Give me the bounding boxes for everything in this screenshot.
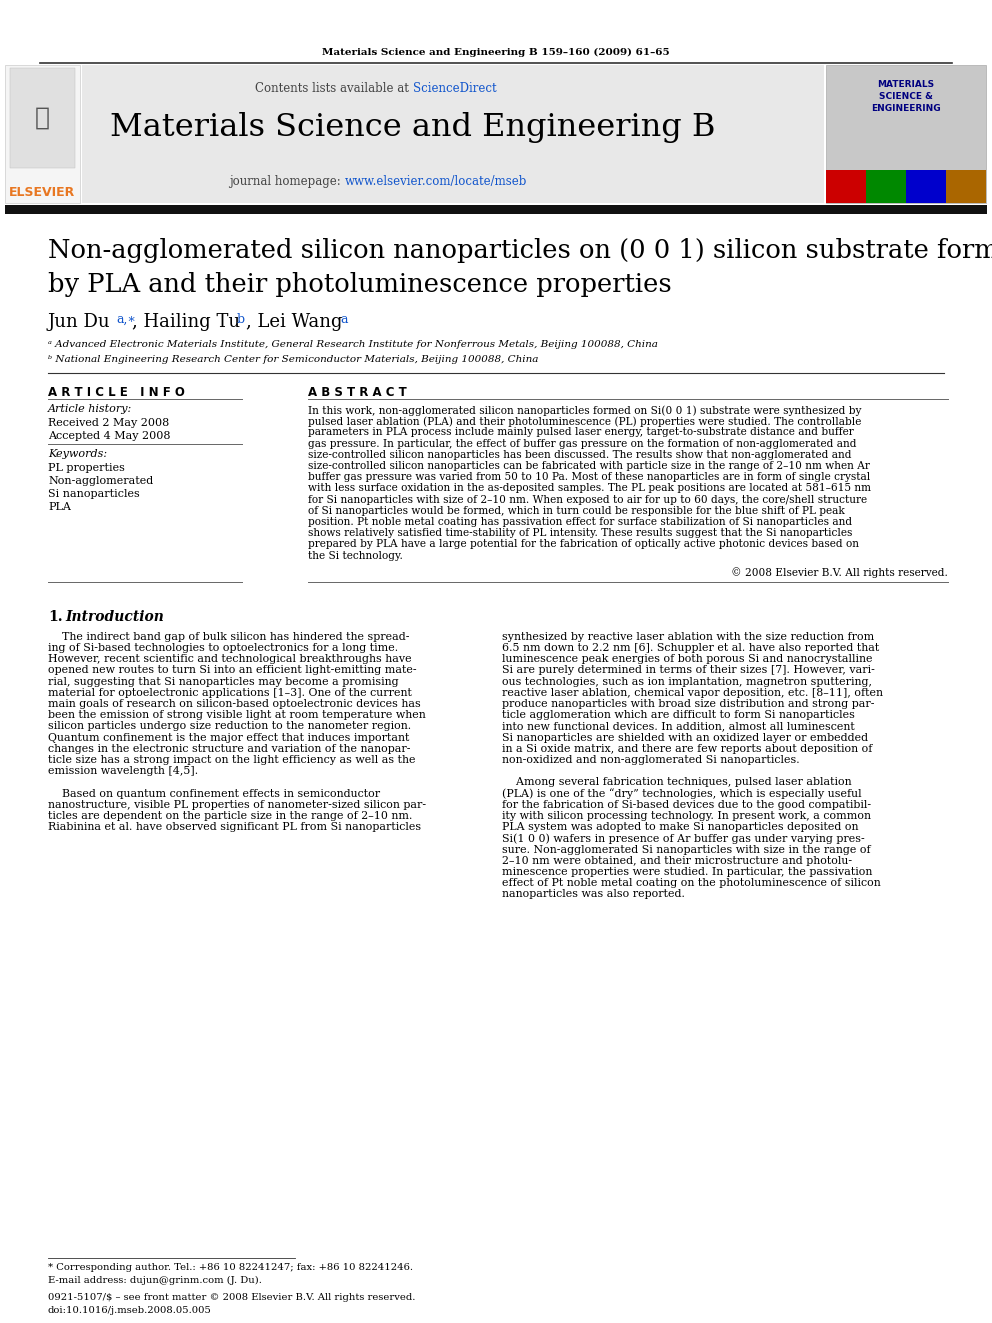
Text: silicon particles undergo size reduction to the nanometer region.: silicon particles undergo size reduction… xyxy=(48,721,411,732)
Text: ticle agglomeration which are difficult to form Si nanoparticles: ticle agglomeration which are difficult … xyxy=(502,710,855,720)
Text: ᵃ Advanced Electronic Materials Institute, General Research Institute for Nonfer: ᵃ Advanced Electronic Materials Institut… xyxy=(48,340,658,349)
Text: Materials Science and Engineering B 159–160 (2009) 61–65: Materials Science and Engineering B 159–… xyxy=(322,48,670,57)
Text: minescence properties were studied. In particular, the passivation: minescence properties were studied. In p… xyxy=(502,867,872,877)
Text: journal homepage:: journal homepage: xyxy=(229,175,345,188)
Text: b: b xyxy=(237,314,245,325)
Bar xyxy=(906,169,946,202)
Text: size-controlled silicon nanoparticles can be fabricated with particle size in th: size-controlled silicon nanoparticles ca… xyxy=(308,460,870,471)
Text: E-mail address: dujun@grinm.com (J. Du).: E-mail address: dujun@grinm.com (J. Du). xyxy=(48,1275,262,1285)
Text: ᵇ National Engineering Research Center for Semiconductor Materials, Beijing 1000: ᵇ National Engineering Research Center f… xyxy=(48,355,539,364)
Text: ticles are dependent on the particle size in the range of 2–10 nm.: ticles are dependent on the particle siz… xyxy=(48,811,413,822)
Text: 2–10 nm were obtained, and their microstructure and photolu-: 2–10 nm were obtained, and their microst… xyxy=(502,856,852,865)
Text: ity with silicon processing technology. In present work, a common: ity with silicon processing technology. … xyxy=(502,811,871,822)
Text: in a Si oxide matrix, and there are few reports about deposition of: in a Si oxide matrix, and there are few … xyxy=(502,744,872,754)
Text: © 2008 Elsevier B.V. All rights reserved.: © 2008 Elsevier B.V. All rights reserved… xyxy=(731,566,948,578)
Bar xyxy=(826,169,866,202)
Text: a,∗: a,∗ xyxy=(116,314,136,325)
Text: synthesized by reactive laser ablation with the size reduction from: synthesized by reactive laser ablation w… xyxy=(502,632,874,642)
Text: parameters in PLA process include mainly pulsed laser energy, target-to-substrat: parameters in PLA process include mainly… xyxy=(308,427,854,438)
Text: into new functional devices. In addition, almost all luminescent: into new functional devices. In addition… xyxy=(502,721,855,732)
Text: opened new routes to turn Si into an efficient light-emitting mate-: opened new routes to turn Si into an eff… xyxy=(48,665,417,676)
Text: * Corresponding author. Tel.: +86 10 82241247; fax: +86 10 82241246.: * Corresponding author. Tel.: +86 10 822… xyxy=(48,1263,413,1271)
Text: , Hailing Tu: , Hailing Tu xyxy=(132,314,240,331)
Text: Keywords:: Keywords: xyxy=(48,448,107,459)
Text: a: a xyxy=(340,314,347,325)
Text: by PLA and their photoluminescence properties: by PLA and their photoluminescence prope… xyxy=(48,273,672,296)
Text: ing of Si-based technologies to optoelectronics for a long time.: ing of Si-based technologies to optoelec… xyxy=(48,643,398,654)
Text: rial, suggesting that Si nanoparticles may become a promising: rial, suggesting that Si nanoparticles m… xyxy=(48,676,399,687)
Text: However, recent scientific and technological breakthroughs have: However, recent scientific and technolog… xyxy=(48,654,412,664)
Text: A R T I C L E   I N F O: A R T I C L E I N F O xyxy=(48,386,185,400)
Text: , Lei Wang: , Lei Wang xyxy=(246,314,342,331)
Text: doi:10.1016/j.mseb.2008.05.005: doi:10.1016/j.mseb.2008.05.005 xyxy=(48,1306,212,1315)
Text: of Si nanoparticles would be formed, which in turn could be responsible for the : of Si nanoparticles would be formed, whi… xyxy=(308,505,845,516)
Bar xyxy=(10,67,75,168)
Text: buffer gas pressure was varied from 50 to 10 Pa. Most of these nanoparticles are: buffer gas pressure was varied from 50 t… xyxy=(308,472,870,482)
Bar xyxy=(826,65,986,202)
Text: Si are purely determined in terms of their sizes [7]. However, vari-: Si are purely determined in terms of the… xyxy=(502,665,875,676)
Text: Article history:: Article history: xyxy=(48,404,132,414)
Text: Si(1 0 0) wafers in presence of Ar buffer gas under varying pres-: Si(1 0 0) wafers in presence of Ar buffe… xyxy=(502,833,865,844)
Text: luminescence peak energies of both porous Si and nanocrystalline: luminescence peak energies of both porou… xyxy=(502,654,873,664)
Text: shows relatively satisfied time-stability of PL intensity. These results suggest: shows relatively satisfied time-stabilit… xyxy=(308,528,852,538)
Text: material for optoelectronic applications [1–3]. One of the current: material for optoelectronic applications… xyxy=(48,688,412,697)
Text: for the fabrication of Si-based devices due to the good compatibil-: for the fabrication of Si-based devices … xyxy=(502,800,871,810)
Text: produce nanoparticles with broad size distribution and strong par-: produce nanoparticles with broad size di… xyxy=(502,699,875,709)
Text: ous technologies, such as ion implantation, magnetron sputtering,: ous technologies, such as ion implantati… xyxy=(502,676,872,687)
Bar xyxy=(5,205,987,214)
Text: Based on quantum confinement effects in semiconductor: Based on quantum confinement effects in … xyxy=(48,789,380,799)
Bar xyxy=(866,169,906,202)
Text: the Si technology.: the Si technology. xyxy=(308,550,403,561)
Text: Non-agglomerated silicon nanoparticles on (0 0 1) silicon substrate formed: Non-agglomerated silicon nanoparticles o… xyxy=(48,238,992,263)
Text: Riabinina et al. have observed significant PL from Si nanoparticles: Riabinina et al. have observed significa… xyxy=(48,822,422,832)
Text: non-oxidized and non-agglomerated Si nanoparticles.: non-oxidized and non-agglomerated Si nan… xyxy=(502,755,800,765)
Text: Among several fabrication techniques, pulsed laser ablation: Among several fabrication techniques, pu… xyxy=(502,778,851,787)
Text: The indirect band gap of bulk silicon has hindered the spread-: The indirect band gap of bulk silicon ha… xyxy=(48,632,410,642)
Text: Accepted 4 May 2008: Accepted 4 May 2008 xyxy=(48,431,171,441)
Text: main goals of research on silicon-based optoelectronic devices has: main goals of research on silicon-based … xyxy=(48,699,421,709)
Text: PLA: PLA xyxy=(48,501,70,512)
Text: 1.: 1. xyxy=(48,610,62,624)
Text: (PLA) is one of the “dry” technologies, which is especially useful: (PLA) is one of the “dry” technologies, … xyxy=(502,789,862,799)
Text: size-controlled silicon nanoparticles has been discussed. The results show that : size-controlled silicon nanoparticles ha… xyxy=(308,450,851,460)
Text: A B S T R A C T: A B S T R A C T xyxy=(308,386,407,400)
Text: PLA system was adopted to make Si nanoparticles deposited on: PLA system was adopted to make Si nanopa… xyxy=(502,822,858,832)
Text: nanostructure, visible PL properties of nanometer-sized silicon par-: nanostructure, visible PL properties of … xyxy=(48,800,427,810)
Text: Si nanoparticles are shielded with an oxidized layer or embedded: Si nanoparticles are shielded with an ox… xyxy=(502,733,868,742)
Text: 0921-5107/$ – see front matter © 2008 Elsevier B.V. All rights reserved.: 0921-5107/$ – see front matter © 2008 El… xyxy=(48,1293,416,1302)
Text: Jun Du: Jun Du xyxy=(48,314,111,331)
Text: Materials Science and Engineering B: Materials Science and Engineering B xyxy=(110,112,716,143)
Text: for Si nanoparticles with size of 2–10 nm. When exposed to air for up to 60 days: for Si nanoparticles with size of 2–10 n… xyxy=(308,495,867,504)
Text: 6.5 nm down to 2.2 nm [6]. Schuppler et al. have also reported that: 6.5 nm down to 2.2 nm [6]. Schuppler et … xyxy=(502,643,879,654)
Text: Introduction: Introduction xyxy=(65,610,164,624)
Text: Contents lists available at: Contents lists available at xyxy=(255,82,413,95)
Text: 🌳: 🌳 xyxy=(35,106,50,130)
Text: changes in the electronic structure and variation of the nanopar-: changes in the electronic structure and … xyxy=(48,744,411,754)
Text: prepared by PLA have a large potential for the fabrication of optically active p: prepared by PLA have a large potential f… xyxy=(308,540,859,549)
Text: ScienceDirect: ScienceDirect xyxy=(413,82,497,95)
Bar xyxy=(82,65,824,202)
Text: Non-agglomerated: Non-agglomerated xyxy=(48,476,153,486)
Text: been the emission of strong visible light at room temperature when: been the emission of strong visible ligh… xyxy=(48,710,426,720)
Text: Received 2 May 2008: Received 2 May 2008 xyxy=(48,418,170,429)
Text: gas pressure. In particular, the effect of buffer gas pressure on the formation : gas pressure. In particular, the effect … xyxy=(308,439,856,448)
Text: PL properties: PL properties xyxy=(48,463,125,474)
Text: position. Pt noble metal coating has passivation effect for surface stabilizatio: position. Pt noble metal coating has pas… xyxy=(308,517,852,527)
Text: sure. Non-agglomerated Si nanoparticles with size in the range of: sure. Non-agglomerated Si nanoparticles … xyxy=(502,844,871,855)
Text: www.elsevier.com/locate/mseb: www.elsevier.com/locate/mseb xyxy=(345,175,528,188)
Text: ELSEVIER: ELSEVIER xyxy=(9,187,75,198)
Text: In this work, non-agglomerated silicon nanoparticles formed on Si(0 0 1) substra: In this work, non-agglomerated silicon n… xyxy=(308,405,861,415)
Text: nanoparticles was also reported.: nanoparticles was also reported. xyxy=(502,889,684,900)
Text: effect of Pt noble metal coating on the photoluminescence of silicon: effect of Pt noble metal coating on the … xyxy=(502,878,881,888)
Text: Si nanoparticles: Si nanoparticles xyxy=(48,490,140,499)
Text: MATERIALS
SCIENCE &
ENGINEERING: MATERIALS SCIENCE & ENGINEERING xyxy=(871,79,940,112)
Text: ticle size has a strong impact on the light efficiency as well as the: ticle size has a strong impact on the li… xyxy=(48,755,416,765)
Text: Quantum confinement is the major effect that induces important: Quantum confinement is the major effect … xyxy=(48,733,410,742)
Text: with less surface oxidation in the as-deposited samples. The PL peak positions a: with less surface oxidation in the as-de… xyxy=(308,483,871,493)
Bar xyxy=(5,65,80,202)
Bar xyxy=(946,169,986,202)
Text: pulsed laser ablation (PLA) and their photoluminescence (PL) properties were stu: pulsed laser ablation (PLA) and their ph… xyxy=(308,417,861,427)
Text: emission wavelength [4,5].: emission wavelength [4,5]. xyxy=(48,766,198,777)
Text: reactive laser ablation, chemical vapor deposition, etc. [8–11], often: reactive laser ablation, chemical vapor … xyxy=(502,688,883,697)
